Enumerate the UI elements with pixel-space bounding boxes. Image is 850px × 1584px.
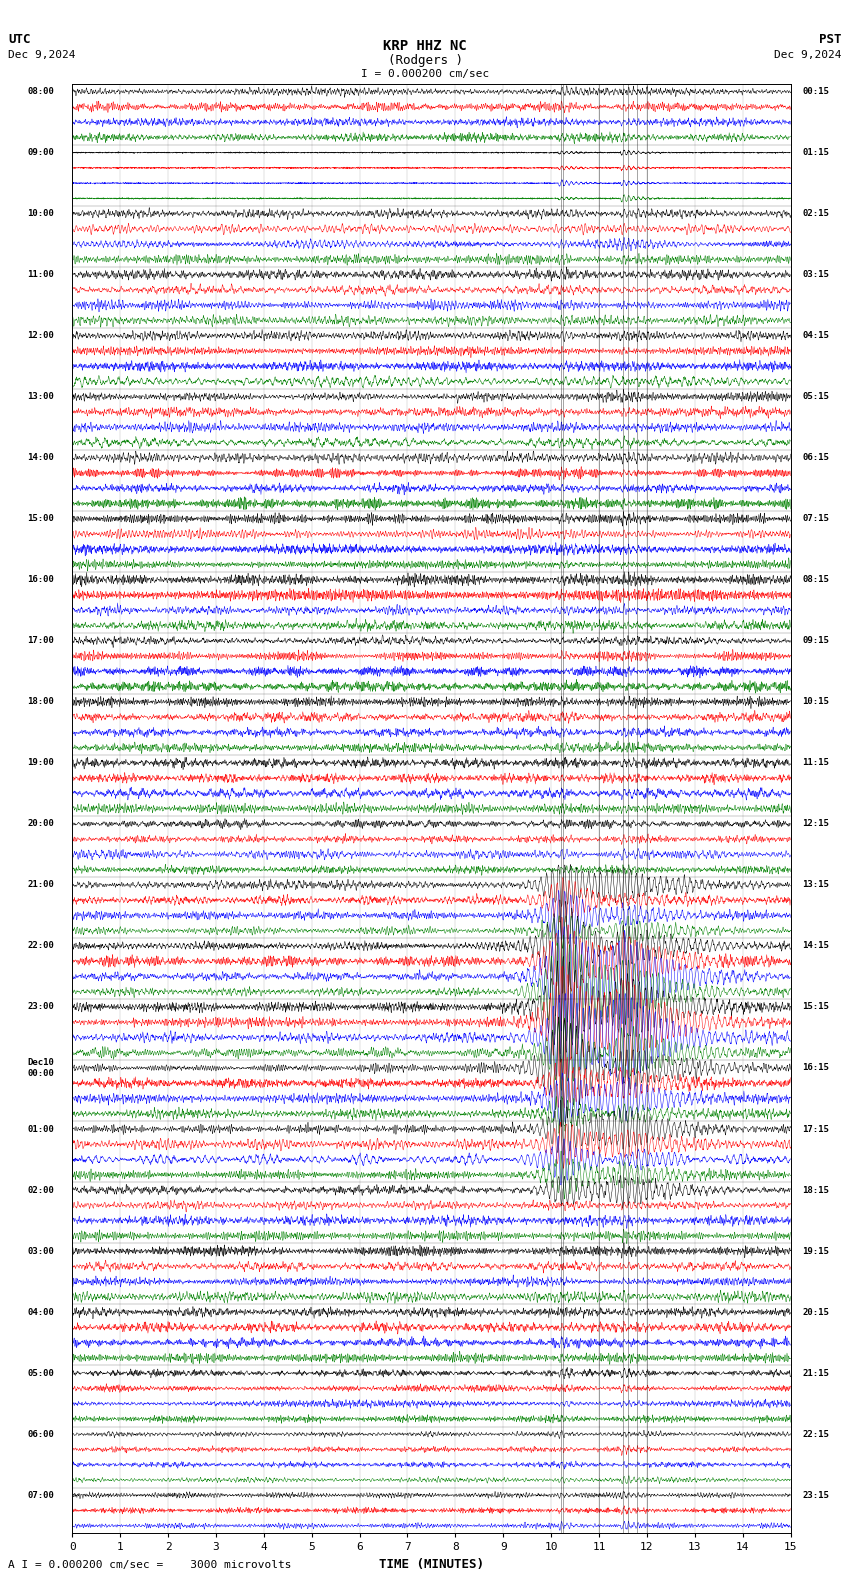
- Text: 04:15: 04:15: [802, 331, 830, 341]
- Text: 13:15: 13:15: [802, 881, 830, 889]
- Text: 22:15: 22:15: [802, 1430, 830, 1438]
- Text: 07:15: 07:15: [802, 515, 830, 523]
- Text: UTC: UTC: [8, 33, 31, 46]
- Text: 00:15: 00:15: [802, 87, 830, 97]
- Text: Dec 9,2024: Dec 9,2024: [774, 51, 842, 60]
- Text: 18:00: 18:00: [27, 697, 54, 706]
- Text: 23:00: 23:00: [27, 1003, 54, 1012]
- Text: 22:00: 22:00: [27, 941, 54, 950]
- Text: 06:15: 06:15: [802, 453, 830, 463]
- Text: I = 0.000200 cm/sec: I = 0.000200 cm/sec: [361, 70, 489, 79]
- Text: 06:00: 06:00: [27, 1430, 54, 1438]
- Text: 14:00: 14:00: [27, 453, 54, 463]
- Text: 02:00: 02:00: [27, 1185, 54, 1194]
- Text: 19:15: 19:15: [802, 1247, 830, 1256]
- Text: 17:15: 17:15: [802, 1125, 830, 1134]
- Text: 08:15: 08:15: [802, 575, 830, 584]
- Text: 20:15: 20:15: [802, 1308, 830, 1316]
- Text: 07:00: 07:00: [27, 1491, 54, 1500]
- Text: A I = 0.000200 cm/sec =    3000 microvolts: A I = 0.000200 cm/sec = 3000 microvolts: [8, 1560, 292, 1570]
- Text: 01:15: 01:15: [802, 149, 830, 157]
- Text: 19:00: 19:00: [27, 759, 54, 767]
- Text: 17:00: 17:00: [27, 637, 54, 645]
- Text: 12:00: 12:00: [27, 331, 54, 341]
- Text: 04:00: 04:00: [27, 1308, 54, 1316]
- Text: 13:00: 13:00: [27, 393, 54, 401]
- Text: PST: PST: [819, 33, 842, 46]
- Text: 21:00: 21:00: [27, 881, 54, 889]
- Text: 18:15: 18:15: [802, 1185, 830, 1194]
- Text: 20:00: 20:00: [27, 819, 54, 828]
- Text: 11:00: 11:00: [27, 271, 54, 279]
- Text: 05:00: 05:00: [27, 1369, 54, 1378]
- Text: 10:15: 10:15: [802, 697, 830, 706]
- Text: 16:15: 16:15: [802, 1063, 830, 1072]
- Text: KRP HHZ NC: KRP HHZ NC: [383, 40, 467, 52]
- Text: 16:00: 16:00: [27, 575, 54, 584]
- Text: 14:15: 14:15: [802, 941, 830, 950]
- Text: 09:15: 09:15: [802, 637, 830, 645]
- Text: Dec10
00:00: Dec10 00:00: [27, 1058, 54, 1077]
- X-axis label: TIME (MINUTES): TIME (MINUTES): [379, 1559, 484, 1571]
- Text: 12:15: 12:15: [802, 819, 830, 828]
- Text: 02:15: 02:15: [802, 209, 830, 219]
- Text: 09:00: 09:00: [27, 149, 54, 157]
- Text: 08:00: 08:00: [27, 87, 54, 97]
- Text: 23:15: 23:15: [802, 1491, 830, 1500]
- Text: 15:15: 15:15: [802, 1003, 830, 1012]
- Text: 11:15: 11:15: [802, 759, 830, 767]
- Text: 03:00: 03:00: [27, 1247, 54, 1256]
- Text: Dec 9,2024: Dec 9,2024: [8, 51, 76, 60]
- Text: 10:00: 10:00: [27, 209, 54, 219]
- Text: 05:15: 05:15: [802, 393, 830, 401]
- Text: (Rodgers ): (Rodgers ): [388, 54, 462, 67]
- Text: 21:15: 21:15: [802, 1369, 830, 1378]
- Text: 15:00: 15:00: [27, 515, 54, 523]
- Text: 03:15: 03:15: [802, 271, 830, 279]
- Text: 01:00: 01:00: [27, 1125, 54, 1134]
